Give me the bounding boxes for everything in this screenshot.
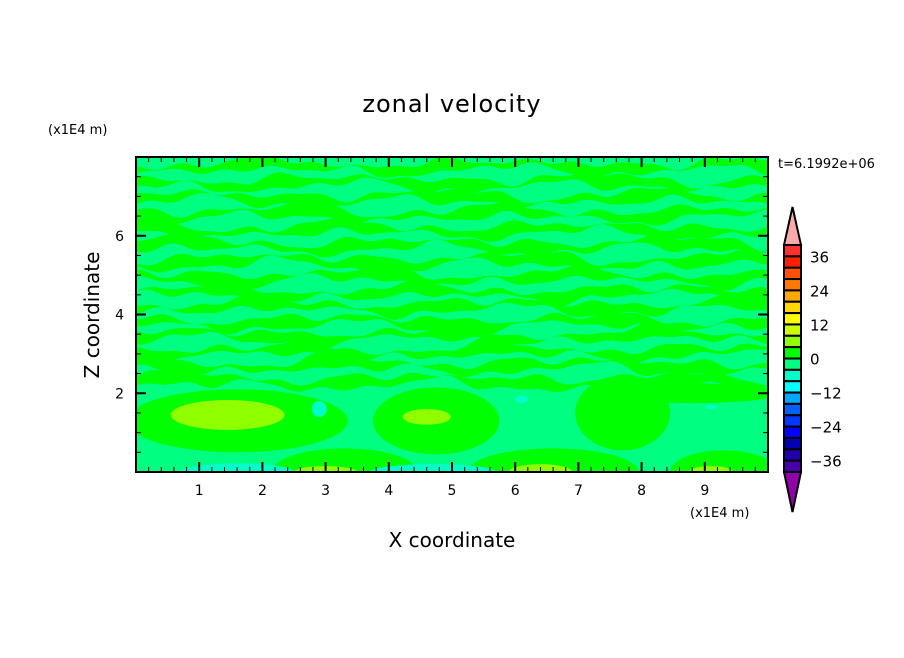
contour-band — [136, 217, 768, 242]
x-tick-label: 8 — [637, 483, 646, 499]
colorbar-swatch — [783, 255, 802, 269]
x-tick-label: 4 — [384, 483, 393, 499]
contour-band — [136, 202, 768, 226]
colorbar-over-triangle — [782, 206, 803, 246]
x-tick-label: 5 — [448, 483, 457, 499]
colorbar-tick-label: −24 — [810, 419, 842, 437]
colorbar-under-triangle — [782, 471, 803, 513]
contour-region — [170, 399, 285, 430]
x-tick-label: 9 — [700, 483, 709, 499]
contour-band — [136, 369, 768, 392]
colorbar-swatch — [783, 402, 802, 417]
colorbar-swatch — [783, 346, 802, 360]
colorbar-swatch — [783, 448, 802, 462]
contour-region — [689, 466, 734, 472]
x-axis-label: X coordinate — [389, 528, 516, 552]
contour-band — [136, 172, 768, 195]
contour-band — [136, 187, 768, 209]
x-tick-label: 1 — [195, 483, 204, 499]
colorbar-swatch — [783, 380, 802, 394]
contour-band — [136, 263, 768, 291]
colorbar-swatch — [783, 289, 802, 303]
colorbar-swatch — [783, 368, 802, 383]
y-axis-label: Z coordinate — [80, 252, 104, 379]
x-unit-label: (x1E4 m) — [690, 506, 749, 521]
colorbar-swatch — [783, 323, 802, 337]
contour-region — [402, 409, 451, 425]
y-tick-label: 4 — [115, 308, 124, 324]
y-tick-label: 6 — [115, 229, 124, 245]
contour-region — [311, 401, 327, 417]
contour-field — [136, 157, 768, 472]
contour-band — [136, 279, 768, 307]
colorbar-swatch — [783, 312, 802, 326]
colorbar-tick-label: 24 — [810, 282, 829, 300]
colorbar-tick-label: −36 — [810, 453, 842, 471]
contour-region — [467, 448, 639, 472]
contour-band — [136, 312, 768, 335]
colorbar-tick-label: 36 — [810, 248, 829, 266]
x-tick-label: 7 — [574, 483, 583, 499]
axis-ticks: 1 2 3 4 5 6 7 8 9 2 4 6 — [115, 157, 769, 499]
colorbar-swatch — [783, 357, 802, 371]
colorbar-swatch — [783, 425, 802, 439]
time-label: t=6.1992e+06 — [778, 157, 875, 172]
contour-region — [670, 450, 768, 472]
colorbar-swatch — [783, 459, 802, 473]
contour-region — [603, 383, 768, 404]
y-unit-label: (x1E4 m) — [48, 123, 107, 138]
contour-band — [136, 337, 768, 367]
contour-band — [136, 293, 768, 320]
colorbar-swatch — [783, 436, 802, 451]
contour-region — [515, 395, 528, 404]
chart-title: zonal velocity — [362, 90, 541, 118]
colorbar-swatch — [783, 300, 802, 315]
colorbar-swatch — [783, 414, 802, 428]
x-tick-label: 3 — [321, 483, 330, 499]
y-tick-label: 2 — [115, 386, 124, 402]
contour-band — [136, 157, 768, 180]
colorbar-swatch — [783, 244, 802, 258]
colorbar-tick-label: 12 — [810, 316, 829, 334]
contour-band — [136, 321, 768, 350]
contour-band — [136, 248, 768, 273]
colorbar-swatch — [783, 278, 802, 292]
contour-band — [136, 352, 768, 378]
colorbar-swatch — [783, 391, 802, 405]
colorbar-tick-label: −12 — [810, 385, 842, 403]
contour-region — [704, 405, 718, 409]
x-tick-label: 6 — [511, 483, 520, 499]
colorbar: 36 24 12 0 −12 −24 −36 — [782, 206, 842, 513]
colorbar-tick-label: 0 — [810, 351, 820, 369]
contour-region — [271, 448, 418, 472]
x-tick-label: 2 — [258, 483, 267, 499]
colorbar-swatch — [783, 334, 802, 349]
colorbar-swatch — [783, 266, 802, 281]
